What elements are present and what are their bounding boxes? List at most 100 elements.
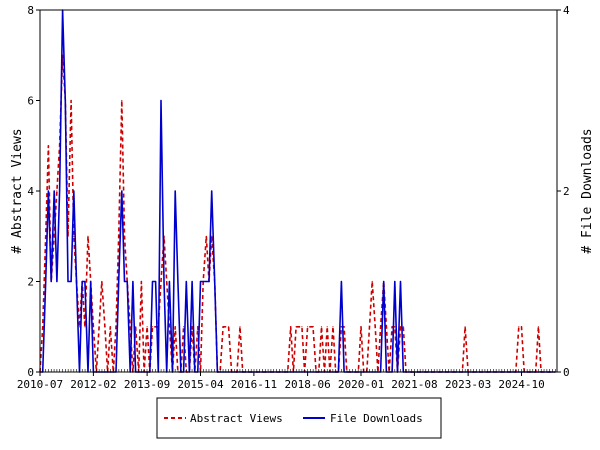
data-point-abstract-views: [155, 326, 157, 328]
data-point-file-downloads: [160, 99, 162, 102]
data-point-abstract-views: [301, 326, 303, 328]
y-tick-label: 4: [27, 185, 34, 198]
data-point-abstract-views: [385, 326, 387, 328]
x-tick-label: 2020-01: [338, 378, 384, 391]
data-point-abstract-views: [53, 235, 55, 237]
data-point-file-downloads: [70, 280, 72, 283]
y-tick-label: 6: [27, 95, 34, 108]
data-point-file-downloads: [73, 190, 75, 192]
x-tick-label: 2010-07: [17, 378, 63, 391]
data-point-file-downloads: [56, 280, 58, 283]
y-tick-label: 2: [27, 276, 34, 289]
data-point-abstract-views: [140, 280, 142, 283]
data-point-abstract-views: [399, 326, 402, 328]
data-point-abstract-views: [307, 326, 309, 328]
data-point-abstract-views: [368, 326, 371, 328]
data-point-file-downloads: [394, 280, 396, 283]
data-point-file-downloads: [174, 190, 176, 192]
y-tick-label: 0: [27, 366, 34, 379]
data-point-abstract-views: [205, 235, 207, 237]
data-point-abstract-views: [537, 326, 540, 328]
data-point-file-downloads: [168, 280, 170, 283]
data-point-abstract-views: [374, 326, 376, 328]
x-tick-label: 2023-03: [445, 378, 491, 391]
data-point-abstract-views: [183, 326, 185, 328]
data-point-abstract-views: [87, 235, 89, 237]
data-point-file-downloads: [123, 280, 126, 283]
data-point-abstract-views: [380, 326, 382, 328]
y-tick-label: 8: [27, 4, 34, 17]
data-point-abstract-views: [118, 235, 120, 237]
data-point-file-downloads: [211, 190, 213, 192]
data-point-abstract-views: [146, 326, 148, 328]
data-point-abstract-views: [78, 326, 81, 328]
data-point-file-downloads: [214, 280, 216, 283]
data-point-file-downloads: [59, 190, 61, 192]
legend-label-abstract-views: Abstract Views: [190, 412, 283, 425]
data-point-abstract-views: [42, 326, 44, 328]
data-point-abstract-views: [298, 326, 300, 328]
data-point-abstract-views: [290, 326, 292, 328]
data-point-abstract-views: [160, 280, 162, 283]
plot-area: [39, 9, 556, 373]
data-point-file-downloads: [399, 280, 402, 283]
series-line-file-downloads: [40, 9, 556, 373]
data-point-file-downloads: [50, 280, 52, 283]
data-point-file-downloads: [132, 280, 134, 283]
data-point-abstract-views: [340, 326, 342, 328]
data-point-abstract-views: [320, 326, 323, 328]
data-point-abstract-views: [135, 326, 137, 328]
data-point-abstract-views: [520, 326, 523, 328]
data-point-file-downloads: [75, 280, 78, 283]
data-point-abstract-views: [197, 326, 199, 328]
legend-box: [156, 397, 442, 439]
y-axis-title: # Abstract Views: [10, 128, 25, 253]
y2-tick-label: 4: [563, 4, 570, 17]
x-tick-label: 2016-11: [231, 378, 277, 391]
data-point-abstract-views: [309, 326, 311, 328]
data-point-abstract-views: [166, 280, 168, 283]
data-point-abstract-views: [70, 99, 72, 102]
data-point-file-downloads: [118, 280, 120, 283]
y2-tick-label: 0: [563, 366, 570, 379]
data-point-abstract-views: [239, 326, 241, 328]
data-point-file-downloads: [191, 280, 193, 283]
data-point-abstract-views: [98, 326, 100, 328]
data-point-abstract-views: [56, 190, 58, 192]
x-tick-label: 2021-08: [391, 378, 437, 391]
data-point-file-downloads: [163, 280, 165, 283]
data-point-file-downloads: [84, 280, 86, 283]
data-point-file-downloads: [151, 280, 154, 283]
data-point-file-downloads: [90, 280, 92, 283]
y2-axis-title: # File Downloads: [580, 128, 595, 253]
legend: Abstract Views File Downloads: [156, 397, 442, 439]
data-point-abstract-views: [391, 326, 393, 328]
data-point-abstract-views: [104, 326, 106, 328]
data-point-file-downloads: [45, 280, 47, 283]
data-point-abstract-views: [115, 326, 117, 328]
data-point-abstract-views: [47, 145, 50, 147]
data-point-file-downloads: [121, 190, 123, 192]
data-point-file-downloads: [383, 280, 385, 283]
data-point-abstract-views: [123, 235, 126, 237]
data-point-file-downloads: [177, 280, 179, 283]
data-point-abstract-views: [312, 326, 314, 328]
data-point-file-downloads: [208, 280, 210, 283]
data-point-abstract-views: [101, 280, 103, 283]
data-point-abstract-views: [371, 280, 373, 283]
data-point-abstract-views: [464, 326, 466, 328]
x-tick-label: 2013-09: [124, 378, 170, 391]
data-point-abstract-views: [109, 326, 111, 328]
x-tick-label: 2024-10: [498, 378, 544, 391]
data-point-abstract-views: [211, 235, 213, 237]
data-point-file-downloads: [202, 280, 204, 283]
data-point-abstract-views: [222, 326, 224, 328]
series-line-abstract-views: [39, 54, 556, 373]
data-point-abstract-views: [168, 326, 170, 328]
data-point-file-downloads: [47, 190, 50, 192]
data-point-file-downloads: [67, 280, 69, 283]
data-point-file-downloads: [185, 280, 187, 283]
data-point-abstract-views: [121, 99, 123, 102]
legend-label-file-downloads: File Downloads: [330, 412, 423, 425]
data-point-abstract-views: [360, 326, 362, 328]
